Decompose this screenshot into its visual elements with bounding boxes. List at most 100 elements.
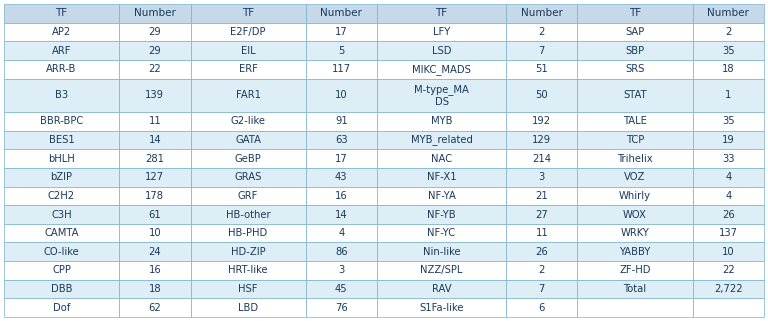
Text: 4: 4	[725, 191, 731, 201]
Bar	[190, 23, 306, 41]
Bar	[693, 187, 764, 205]
Bar	[306, 149, 377, 168]
Text: SAP: SAP	[625, 27, 644, 37]
Text: MYB_related: MYB_related	[411, 134, 472, 145]
Bar	[190, 242, 306, 261]
Text: 63: 63	[335, 135, 348, 145]
Bar	[306, 23, 377, 41]
Text: HSF: HSF	[238, 284, 258, 294]
Bar	[693, 23, 764, 41]
Text: SRS: SRS	[625, 64, 644, 74]
Bar	[190, 261, 306, 280]
Text: 14: 14	[335, 210, 348, 220]
Bar	[578, 60, 693, 79]
Bar	[306, 60, 377, 79]
Bar	[190, 205, 306, 224]
Bar	[506, 131, 578, 149]
Bar	[190, 79, 306, 112]
Text: ERF: ERF	[239, 64, 257, 74]
Bar	[377, 168, 506, 187]
Text: BBR-BPC: BBR-BPC	[40, 117, 83, 126]
Text: 3: 3	[338, 265, 344, 275]
Bar	[578, 261, 693, 280]
Bar	[506, 149, 578, 168]
Text: 51: 51	[535, 64, 548, 74]
Bar	[377, 149, 506, 168]
Bar	[119, 23, 190, 41]
Bar	[506, 224, 578, 242]
Bar	[693, 298, 764, 317]
Bar	[190, 187, 306, 205]
Text: 43: 43	[335, 172, 348, 182]
Bar	[4, 4, 119, 23]
Text: 10: 10	[335, 90, 348, 100]
Text: NF-X1: NF-X1	[427, 172, 456, 182]
Bar	[4, 280, 119, 298]
Text: 129: 129	[532, 135, 551, 145]
Text: 11: 11	[535, 228, 548, 238]
Bar	[506, 168, 578, 187]
Bar	[693, 205, 764, 224]
Bar	[578, 4, 693, 23]
Text: LSD: LSD	[432, 46, 452, 56]
Text: 16: 16	[335, 191, 348, 201]
Text: M-type_MA
DS: M-type_MA DS	[414, 84, 469, 107]
Bar	[693, 261, 764, 280]
Bar	[306, 41, 377, 60]
Bar	[506, 187, 578, 205]
Text: GRAS: GRAS	[234, 172, 262, 182]
Text: ARR-B: ARR-B	[46, 64, 77, 74]
Text: 137: 137	[719, 228, 738, 238]
Bar	[578, 112, 693, 131]
Text: 18: 18	[722, 64, 734, 74]
Text: 7: 7	[538, 284, 545, 294]
Bar	[190, 280, 306, 298]
Bar	[377, 187, 506, 205]
Text: BES1: BES1	[48, 135, 74, 145]
Text: 3: 3	[538, 172, 545, 182]
Bar	[306, 79, 377, 112]
Text: MYB: MYB	[431, 117, 452, 126]
Bar	[578, 298, 693, 317]
Text: TF: TF	[242, 8, 254, 18]
Text: 29: 29	[148, 46, 161, 56]
Bar	[306, 168, 377, 187]
Text: Total: Total	[624, 284, 647, 294]
Text: CPP: CPP	[52, 265, 71, 275]
Bar	[119, 131, 190, 149]
Bar	[506, 79, 578, 112]
Text: 192: 192	[532, 117, 551, 126]
Text: TALE: TALE	[623, 117, 647, 126]
Text: 50: 50	[535, 90, 548, 100]
Text: 281: 281	[145, 154, 164, 164]
Text: 10: 10	[148, 228, 161, 238]
Bar	[377, 23, 506, 41]
Bar	[578, 79, 693, 112]
Text: WRKY: WRKY	[621, 228, 650, 238]
Bar	[119, 60, 190, 79]
Text: HB-PHD: HB-PHD	[228, 228, 268, 238]
Bar	[190, 168, 306, 187]
Bar	[693, 41, 764, 60]
Text: C2H2: C2H2	[48, 191, 75, 201]
Text: Dof: Dof	[53, 303, 70, 313]
Bar	[4, 41, 119, 60]
Bar	[506, 205, 578, 224]
Bar	[119, 224, 190, 242]
Bar	[119, 41, 190, 60]
Text: 14: 14	[148, 135, 161, 145]
Bar	[377, 242, 506, 261]
Bar	[119, 280, 190, 298]
Bar	[306, 224, 377, 242]
Text: G2-like: G2-like	[230, 117, 266, 126]
Bar	[578, 242, 693, 261]
Bar	[506, 112, 578, 131]
Text: 117: 117	[332, 64, 351, 74]
Text: 33: 33	[722, 154, 734, 164]
Bar	[4, 60, 119, 79]
Bar	[578, 149, 693, 168]
Text: Nin-like: Nin-like	[422, 247, 460, 257]
Text: 2: 2	[538, 27, 545, 37]
Text: 139: 139	[145, 90, 164, 100]
Bar	[506, 242, 578, 261]
